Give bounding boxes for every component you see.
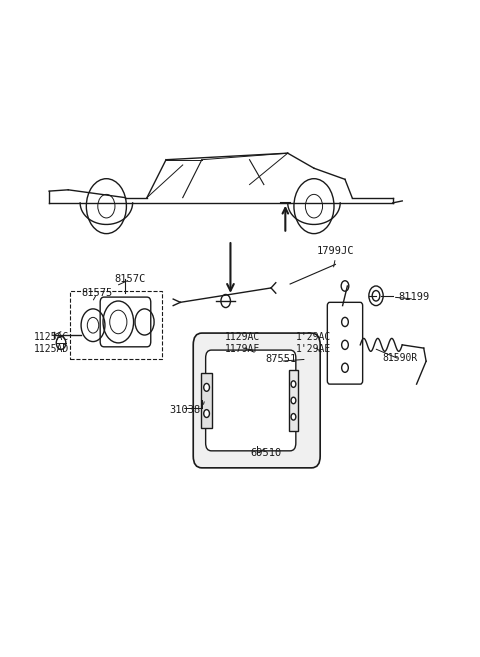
Circle shape [291, 381, 296, 388]
Circle shape [56, 336, 66, 350]
Text: 69510: 69510 [251, 448, 282, 458]
Text: 1129AC
1179AF: 1129AC 1179AF [225, 332, 260, 353]
FancyBboxPatch shape [193, 333, 320, 468]
Circle shape [204, 384, 209, 392]
Text: 1'29AC
1'29AE: 1'29AC 1'29AE [296, 332, 332, 353]
Text: 31038: 31038 [169, 405, 201, 415]
Text: 1125AC
1125AD: 1125AC 1125AD [34, 332, 69, 353]
Text: 81590R: 81590R [382, 353, 418, 363]
Text: 1799JC: 1799JC [317, 246, 354, 256]
FancyBboxPatch shape [205, 350, 296, 451]
Circle shape [372, 290, 380, 301]
Text: 87551: 87551 [265, 354, 296, 364]
Circle shape [342, 340, 348, 350]
FancyBboxPatch shape [201, 373, 212, 428]
Circle shape [291, 413, 296, 420]
FancyBboxPatch shape [289, 370, 298, 431]
Circle shape [204, 409, 209, 417]
Circle shape [342, 317, 348, 327]
Text: 81575: 81575 [81, 288, 112, 298]
Circle shape [342, 363, 348, 373]
Text: 8157C: 8157C [115, 275, 146, 284]
Circle shape [291, 397, 296, 404]
Text: 81199: 81199 [398, 292, 430, 302]
